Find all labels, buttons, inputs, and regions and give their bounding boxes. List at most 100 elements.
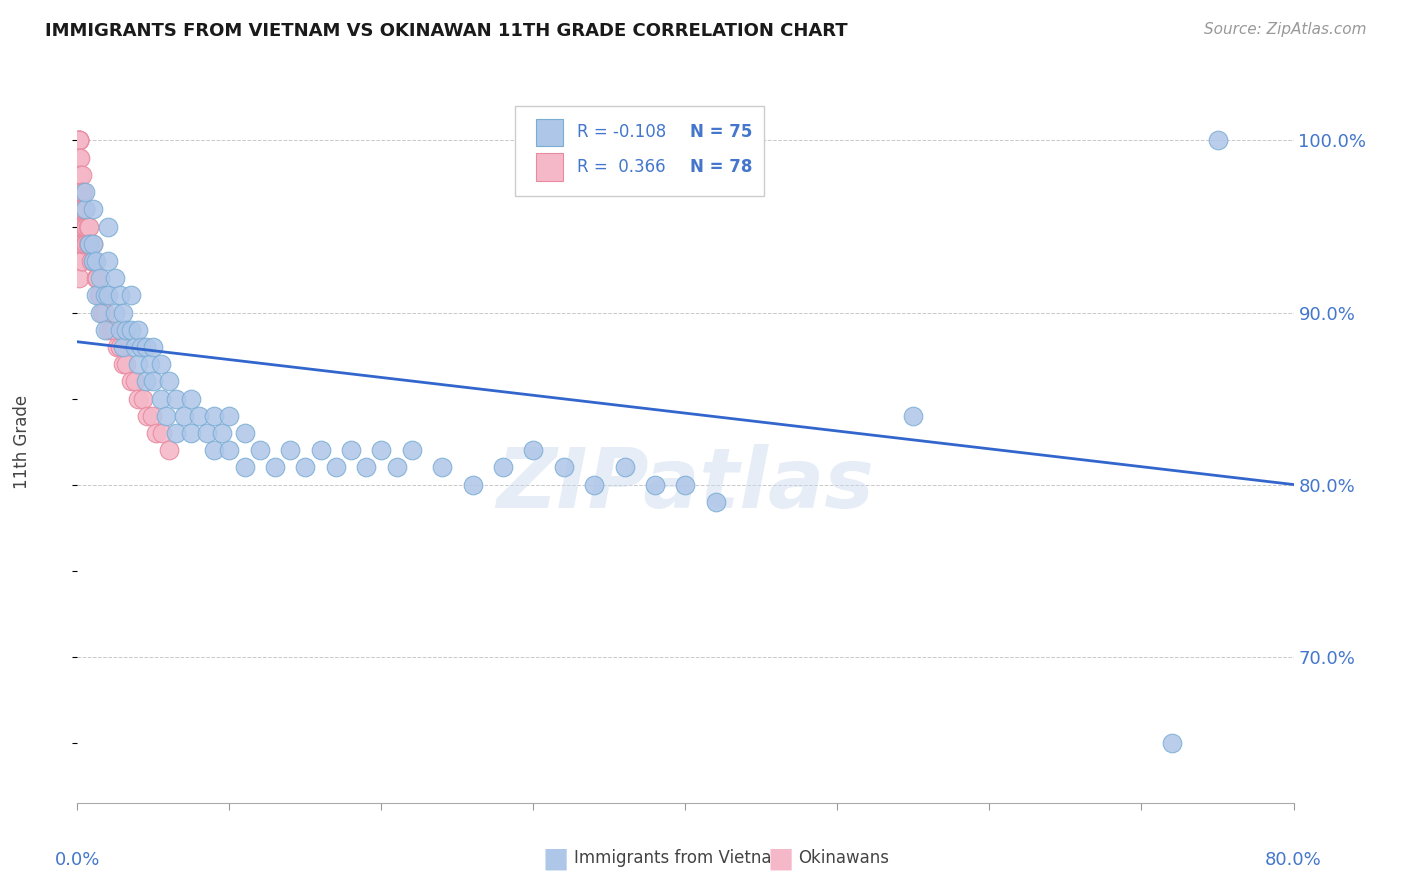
Point — [93, 323, 115, 337]
Point — [73, 202, 96, 217]
Point — [73, 185, 96, 199]
Point — [67, 151, 90, 165]
FancyBboxPatch shape — [515, 105, 765, 196]
Point — [67, 133, 90, 147]
Point — [142, 375, 165, 389]
Point — [69, 202, 91, 217]
Point — [385, 460, 408, 475]
Point — [233, 460, 256, 475]
Point — [84, 271, 107, 285]
Point — [370, 443, 392, 458]
Point — [75, 219, 97, 234]
Point — [103, 323, 125, 337]
Point — [139, 357, 162, 371]
Text: ■: ■ — [768, 844, 793, 872]
Point — [145, 425, 167, 440]
Point — [73, 236, 96, 251]
Point — [124, 340, 146, 354]
Point — [97, 288, 120, 302]
Point — [127, 357, 149, 371]
Point — [120, 375, 142, 389]
Point — [165, 425, 187, 440]
Bar — [536, 119, 562, 146]
Text: ■: ■ — [543, 844, 568, 872]
Point — [79, 236, 101, 251]
Point — [67, 219, 90, 234]
Point — [522, 443, 544, 458]
Text: 80.0%: 80.0% — [1265, 851, 1322, 869]
Point — [70, 168, 93, 182]
Point — [155, 409, 177, 423]
Point — [67, 151, 90, 165]
Text: 0.0%: 0.0% — [55, 851, 100, 869]
Point — [401, 443, 423, 458]
Point — [89, 271, 111, 285]
Text: IMMIGRANTS FROM VIETNAM VS OKINAWAN 11TH GRADE CORRELATION CHART: IMMIGRANTS FROM VIETNAM VS OKINAWAN 11TH… — [45, 22, 848, 40]
Point — [67, 168, 90, 182]
Point — [67, 133, 90, 147]
Point — [127, 392, 149, 406]
Point — [354, 460, 377, 475]
Point — [188, 409, 211, 423]
Point — [309, 443, 332, 458]
Point — [233, 425, 256, 440]
Point — [111, 340, 134, 354]
Point — [79, 219, 101, 234]
Point — [294, 460, 316, 475]
Point — [129, 340, 152, 354]
Point — [67, 219, 90, 234]
Point — [75, 236, 97, 251]
Point — [67, 271, 90, 285]
Point — [157, 375, 180, 389]
Point — [218, 409, 240, 423]
Point — [70, 202, 93, 217]
Point — [165, 392, 187, 406]
Text: R =  0.366: R = 0.366 — [578, 158, 666, 176]
Bar — [536, 153, 562, 181]
Point — [67, 185, 90, 199]
Point — [157, 443, 180, 458]
Point — [613, 460, 636, 475]
Point — [149, 357, 172, 371]
Point — [124, 375, 146, 389]
Point — [69, 185, 91, 199]
Point — [77, 219, 100, 234]
Point — [120, 288, 142, 302]
Point — [152, 425, 174, 440]
Point — [675, 477, 697, 491]
Point — [82, 202, 104, 217]
Point — [115, 323, 138, 337]
Point — [89, 288, 111, 302]
Point — [70, 236, 93, 251]
Point — [180, 425, 202, 440]
Point — [67, 133, 90, 147]
Point — [70, 219, 93, 234]
Point — [111, 305, 134, 319]
Point — [93, 288, 115, 302]
Point — [86, 271, 108, 285]
Point — [141, 409, 163, 423]
Point — [202, 409, 225, 423]
Point — [111, 357, 134, 371]
Point — [67, 236, 90, 251]
Point — [135, 340, 157, 354]
Point — [77, 236, 100, 251]
Point — [149, 392, 172, 406]
Point — [135, 375, 157, 389]
Point — [127, 323, 149, 337]
Point — [67, 253, 90, 268]
Point — [70, 253, 93, 268]
Point — [131, 392, 153, 406]
Point — [67, 151, 90, 165]
Point — [70, 219, 93, 234]
Point — [1206, 133, 1229, 147]
Point — [461, 477, 484, 491]
Point — [249, 443, 271, 458]
Point — [430, 460, 453, 475]
Point — [105, 340, 128, 354]
Point — [704, 494, 727, 508]
Point — [67, 253, 90, 268]
Point — [218, 443, 240, 458]
Point — [104, 305, 127, 319]
Point — [553, 460, 575, 475]
